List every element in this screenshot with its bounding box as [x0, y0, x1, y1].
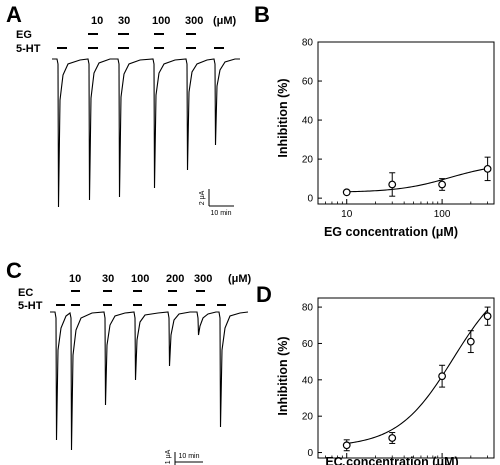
conc-c-4: 200	[166, 273, 184, 285]
conc-a-1: 10	[91, 15, 103, 27]
chart-d-ytick-label-4: 80	[302, 303, 314, 314]
conc-c-3: 100	[131, 273, 149, 285]
scale-time-c: 10 min	[178, 453, 199, 460]
chart-d-ytick-label-0: 0	[307, 448, 313, 459]
chart-b-point-2	[438, 180, 447, 189]
chart-d-ytick-label-2: 40	[302, 375, 314, 386]
conc-c-1: 10	[69, 273, 81, 285]
scale-bar-c	[174, 452, 203, 465]
chart-b-xtick-label-0: 10	[341, 209, 353, 220]
conc-a-2: 30	[118, 15, 130, 27]
unit-c: (μM)	[228, 273, 252, 285]
agonist-label-a: 5-HT	[16, 43, 41, 55]
current-trace-a	[52, 58, 240, 208]
chart-d-point-0	[342, 441, 351, 450]
panel-c-label: C	[6, 258, 22, 283]
panel-b: B 0 20 40 60 80 10 100 Inhibition (%) EG conce…	[254, 2, 495, 239]
chart-d-point-3	[466, 337, 475, 346]
conc-c-5: 300	[194, 273, 212, 285]
chart-d-fit-curve	[346, 309, 489, 444]
scale-bar-a	[208, 189, 234, 207]
chart-d-point-2	[438, 372, 447, 381]
chart-b-point-3	[483, 164, 492, 173]
agonist-label-c: 5-HT	[18, 300, 43, 312]
chart-b-fit-curve	[346, 167, 488, 193]
chart-d-xtick-label-0: 10	[341, 463, 353, 465]
chart-d-point-4	[483, 312, 492, 321]
chart-b-xlabel: EG concentration (μM)	[324, 225, 458, 239]
chart-b-ytick-label-4: 80	[302, 38, 314, 49]
chart-b-point-0	[342, 188, 351, 197]
chart-b-frame	[317, 41, 495, 205]
current-trace-c	[50, 311, 249, 451]
chart-d-ytick-label-1: 20	[302, 412, 314, 423]
chart-d-xlabel: EC concentration (μM)	[325, 455, 458, 465]
conc-c-2: 30	[102, 273, 114, 285]
panel-b-label: B	[254, 2, 270, 27]
chart-d-frame	[317, 297, 495, 459]
panel-d: D 0 20 40 60 80 10 100 Inhibition (%) EC conce…	[256, 282, 495, 465]
chart-b-ytick-label-0: 0	[307, 194, 313, 205]
drug-label-a: EG	[16, 29, 32, 41]
scale-current-c: 1 μA	[165, 449, 172, 464]
panel-a: A 10 30 100 300 (μM) EG 5-HT 2 μA 10 min	[6, 2, 240, 217]
chart-b-xtick-label-1: 100	[434, 209, 451, 220]
scale-current-a: 2 μA	[199, 190, 206, 205]
chart-b-ytick-label-2: 40	[302, 116, 314, 127]
conc-a-3: 100	[152, 15, 170, 27]
chart-b-point-1	[388, 180, 397, 189]
drug-label-c: EC	[18, 287, 33, 299]
chart-d-ylabel: Inhibition (%)	[276, 336, 290, 415]
scale-time-a: 10 min	[210, 210, 231, 217]
conc-a-4: 300	[185, 15, 203, 27]
chart-d-point-1	[388, 434, 397, 442]
chart-d-ytick-label-3: 60	[302, 339, 314, 350]
panel-d-label: D	[256, 282, 272, 307]
unit-a: (μM)	[213, 15, 237, 27]
chart-b: 0 20 40 60 80 10 100	[302, 38, 495, 220]
panel-c: C 10 30 100 200 300 (μM) EC 5-HT	[6, 258, 252, 465]
chart-b-ytick-label-3: 60	[302, 77, 314, 88]
panel-a-label: A	[6, 2, 22, 27]
chart-d: 0 20 40 60 80 10 100	[302, 297, 495, 465]
chart-b-ylabel: Inhibition (%)	[276, 78, 290, 157]
chart-d-xtick-label-1: 100	[434, 463, 451, 465]
chart-b-ytick-label-1: 20	[302, 155, 314, 166]
